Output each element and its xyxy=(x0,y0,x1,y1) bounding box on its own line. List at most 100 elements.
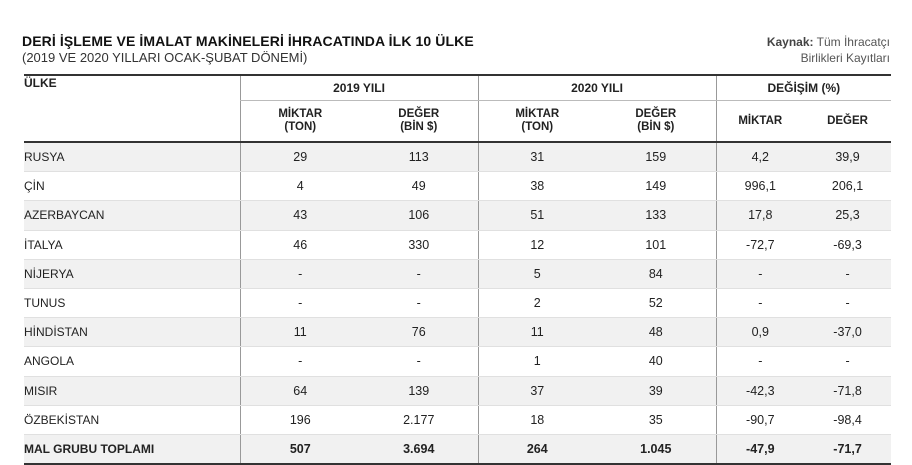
val-2020-cell: 35 xyxy=(596,405,717,435)
header-qty-2019: MİKTAR (TON) xyxy=(239,100,360,142)
qty-2019-cell: - xyxy=(239,346,360,377)
val-2019-cell: 106 xyxy=(360,200,479,231)
change-qty-cell: -90,7 xyxy=(715,405,805,435)
val-2019-cell: 330 xyxy=(360,230,479,260)
table-row: ÖZBEKİSTAN 196 2.177 18 35 -90,7 -98,4 xyxy=(24,405,892,435)
qty-2020-cell: 31 xyxy=(477,142,597,173)
country-cell: ANGOLA xyxy=(24,346,240,377)
header-qty-2020: MİKTAR (TON) xyxy=(477,100,597,142)
change-val-cell: -98,4 xyxy=(804,405,892,435)
header-val-2019: DEĞER (BİN $) xyxy=(398,108,440,133)
table-row: MISIR 64 139 37 39 -42,3 -71,8 xyxy=(24,376,892,406)
change-qty-cell: 17,8 xyxy=(715,200,805,231)
source-line2: Birlikleri Kayıtları xyxy=(800,51,890,65)
table-subtitle: (2019 VE 2020 YILLARI OCAK-ŞUBAT DÖNEMİ) xyxy=(22,50,308,65)
val-2019-cell: 113 xyxy=(360,142,479,173)
qty-2019-cell: 46 xyxy=(239,230,360,260)
qty-2020-cell: 38 xyxy=(477,171,597,202)
total-qty-2020: 264 xyxy=(477,433,597,465)
country-cell: MISIR xyxy=(24,376,240,406)
country-cell: ÖZBEKİSTAN xyxy=(24,405,240,435)
val-2020-cell: 40 xyxy=(596,346,717,377)
change-val-cell: - xyxy=(804,288,892,319)
val-2020-cell: 101 xyxy=(596,230,717,260)
change-qty-cell: 0,9 xyxy=(715,317,805,348)
country-cell: AZERBAYCAN xyxy=(24,200,240,231)
qty-2020-cell: 11 xyxy=(477,317,597,348)
total-val-2019: 3.694 xyxy=(360,433,479,465)
source-label: Kaynak: xyxy=(766,35,814,49)
table-row: ÇİN 4 49 38 149 996,1 206,1 xyxy=(24,171,892,202)
val-2020-cell: 52 xyxy=(596,288,717,319)
val-2019-cell: - xyxy=(360,259,479,289)
change-qty-cell: - xyxy=(715,346,805,377)
total-val-2020: 1.045 xyxy=(596,433,717,465)
qty-2020-cell: 1 xyxy=(477,346,597,377)
total-change-val: -71,7 xyxy=(804,433,892,465)
table-row: TUNUS - - 2 52 - - xyxy=(24,288,892,319)
change-val-cell: - xyxy=(804,346,892,377)
qty-2020-cell: 18 xyxy=(477,405,597,435)
country-cell: ÇİN xyxy=(24,171,240,202)
change-val-cell: 25,3 xyxy=(804,200,892,231)
table-row: AZERBAYCAN 43 106 51 133 17,8 25,3 xyxy=(24,200,892,231)
table-row: ANGOLA - - 1 40 - - xyxy=(24,346,892,377)
change-qty-cell: - xyxy=(715,259,805,289)
total-label: MAL GRUBU TOPLAMI xyxy=(24,433,240,465)
table-header: ÜLKE 2019 YILI 2020 YILI DEĞİŞİM (%) MİK… xyxy=(24,75,892,142)
change-qty-cell: 996,1 xyxy=(715,171,805,202)
header-val-2020: DEĞER (BİN $) xyxy=(635,108,677,133)
change-val-cell: -69,3 xyxy=(804,230,892,260)
total-change-qty: -47,9 xyxy=(715,433,805,465)
qty-2019-cell: 64 xyxy=(239,376,360,406)
change-qty-cell: -72,7 xyxy=(715,230,805,260)
change-val-cell: - xyxy=(804,259,892,289)
change-val-cell: 206,1 xyxy=(804,171,892,202)
val-2020-cell: 133 xyxy=(596,200,717,231)
val-2019-cell: 2.177 xyxy=(360,405,479,435)
header-2019: 2019 YILI xyxy=(239,75,479,101)
change-qty-cell: - xyxy=(715,288,805,319)
val-2019-cell: 139 xyxy=(360,376,479,406)
table-row: RUSYA 29 113 31 159 4,2 39,9 xyxy=(24,142,892,173)
qty-2020-cell: 12 xyxy=(477,230,597,260)
header-change-val: DEĞER xyxy=(827,114,868,127)
qty-2019-cell: 29 xyxy=(239,142,360,173)
country-cell: RUSYA xyxy=(24,142,240,173)
total-qty-2019: 507 xyxy=(239,433,360,465)
val-2020-cell: 39 xyxy=(596,376,717,406)
change-qty-cell: -42,3 xyxy=(715,376,805,406)
table-title: DERİ İŞLEME VE İMALAT MAKİNELERİ İHRACAT… xyxy=(22,33,474,49)
change-val-cell: 39,9 xyxy=(804,142,892,173)
country-cell: TUNUS xyxy=(24,288,240,319)
qty-2020-cell: 51 xyxy=(477,200,597,231)
country-cell: NİJERYA xyxy=(24,259,240,289)
export-table: ÜLKE 2019 YILI 2020 YILI DEĞİŞİM (%) MİK… xyxy=(24,74,892,465)
source-note: Kaynak: Tüm İhracatçı Birlikleri Kayıtla… xyxy=(767,34,890,66)
table-row: NİJERYA - - 5 84 - - xyxy=(24,259,892,289)
qty-2020-cell: 37 xyxy=(477,376,597,406)
qty-2019-cell: 4 xyxy=(239,171,360,202)
total-row: MAL GRUBU TOPLAMI 507 3.694 264 1.045 -4… xyxy=(24,433,892,465)
table-row: HİNDİSTAN 11 76 11 48 0,9 -37,0 xyxy=(24,317,892,348)
val-2020-cell: 159 xyxy=(596,142,717,173)
country-cell: HİNDİSTAN xyxy=(24,317,240,348)
table-row: İTALYA 46 330 12 101 -72,7 -69,3 xyxy=(24,230,892,260)
source-line1: Tüm İhracatçı xyxy=(816,35,890,49)
qty-2020-cell: 2 xyxy=(477,288,597,319)
val-2019-cell: - xyxy=(360,346,479,377)
val-2020-cell: 149 xyxy=(596,171,717,202)
qty-2019-cell: 43 xyxy=(239,200,360,231)
header-2020: 2020 YILI xyxy=(477,75,717,101)
qty-2019-cell: 196 xyxy=(239,405,360,435)
change-val-cell: -71,8 xyxy=(804,376,892,406)
val-2020-cell: 48 xyxy=(596,317,717,348)
val-2019-cell: 76 xyxy=(360,317,479,348)
qty-2019-cell: - xyxy=(239,288,360,319)
qty-2019-cell: - xyxy=(239,259,360,289)
country-cell: İTALYA xyxy=(24,230,240,260)
header-country: ÜLKE xyxy=(24,76,57,90)
change-qty-cell: 4,2 xyxy=(715,142,805,173)
header-change-qty: MİKTAR xyxy=(715,100,805,142)
